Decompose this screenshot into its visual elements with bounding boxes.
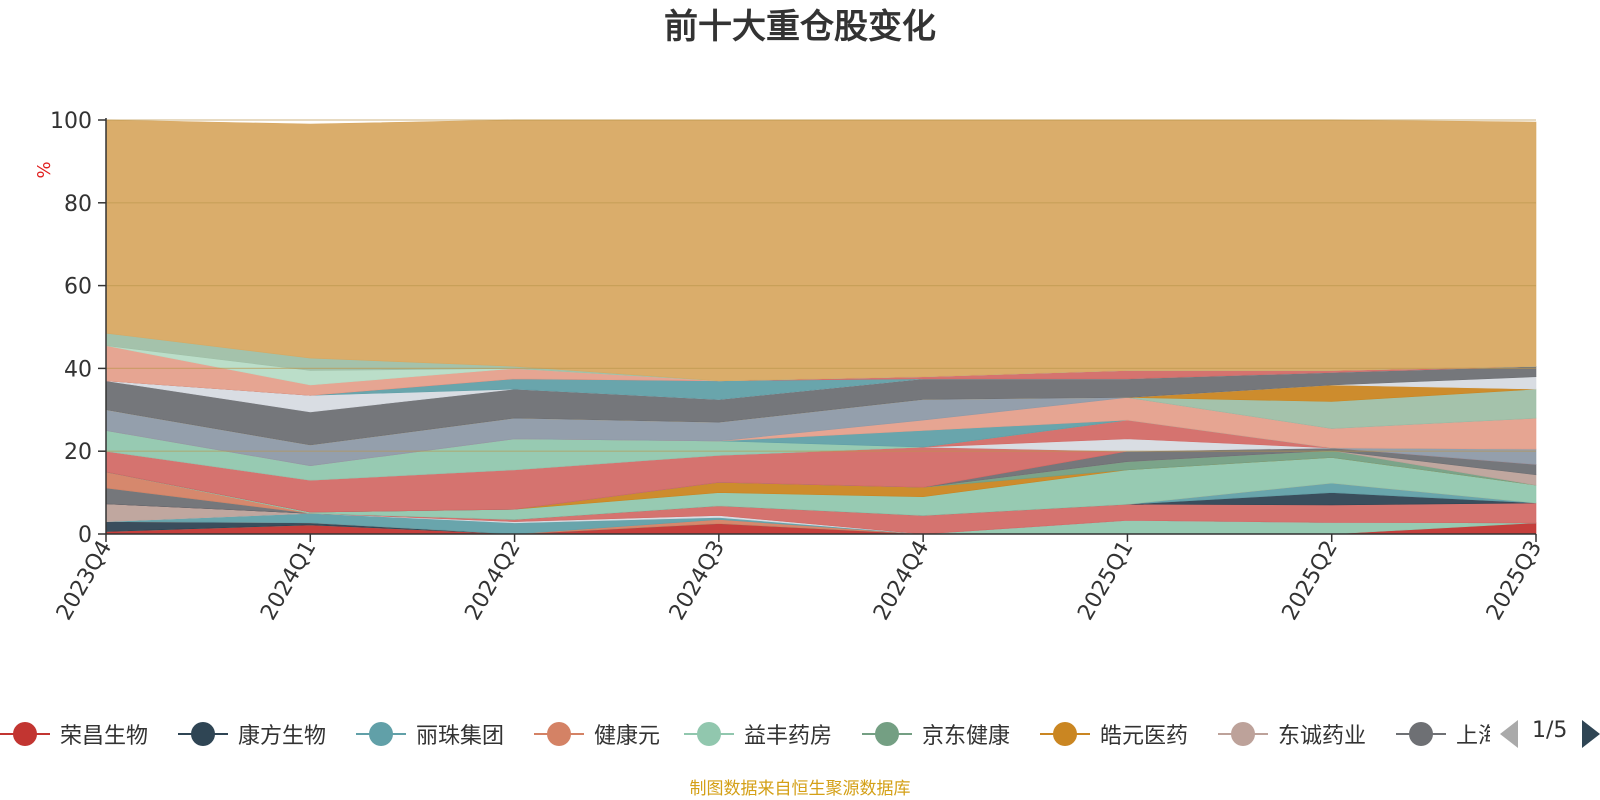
legend: 荣昌生物 康方生物 丽珠集团 健康元 益丰药房 京东健康 皓元医药 东诚药业 上海医药 — [0, 712, 1600, 756]
x-tick-label-2024Q1: 2024Q1 — [256, 537, 321, 625]
x-tick-label-2024Q4: 2024Q4 — [869, 537, 934, 625]
legend-item-0[interactable]: 荣昌生物 — [0, 712, 148, 756]
area-bands — [105, 119, 1537, 535]
legend-next-page-icon[interactable] — [1582, 720, 1600, 748]
area-band-35 — [105, 119, 1537, 382]
chart-title: 前十大重仓股变化 — [664, 7, 936, 47]
legend-marker-icon — [1218, 721, 1268, 747]
stacked-area-chart: 0 20 40 60 80 100 2023Q4 2024Q1 2024Q2 2024Q3 2024… — [34, 109, 1547, 625]
legend-marker-icon — [684, 721, 734, 747]
legend-page-indicator: 1/5 — [1532, 718, 1568, 743]
legend-marker-icon — [862, 721, 912, 747]
legend-pager: 1/5 — [1500, 712, 1600, 756]
legend-item-1[interactable]: 康方生物 — [178, 712, 326, 756]
legend-item-3[interactable]: 健康元 — [534, 712, 660, 756]
legend-items: 荣昌生物 康方生物 丽珠集团 健康元 益丰药房 京东健康 皓元医药 东诚药业 上海医药 — [0, 712, 1490, 756]
legend-marker-icon — [178, 721, 228, 747]
legend-label: 健康元 — [594, 724, 661, 749]
legend-marker-icon — [356, 721, 406, 747]
legend-marker-icon — [1040, 721, 1090, 747]
y-tick-label-100: 100 — [50, 109, 92, 134]
legend-label: 皓元医药 — [1100, 724, 1189, 749]
y-tick-label-20: 20 — [64, 440, 92, 465]
legend-marker-icon — [1396, 721, 1446, 747]
y-tick-label-80: 80 — [64, 192, 92, 217]
legend-label: 京东健康 — [922, 724, 1011, 749]
legend-item-4[interactable]: 益丰药房 — [684, 712, 832, 756]
legend-label: 上海医药 — [1456, 724, 1490, 749]
y-tick-label-0: 0 — [78, 523, 92, 548]
legend-item-8[interactable]: 上海医药 — [1396, 712, 1490, 756]
x-tick-label-2025Q2: 2025Q2 — [1278, 537, 1343, 625]
x-tick-label-2025Q1: 2025Q1 — [1073, 537, 1138, 625]
legend-label: 东诚药业 — [1278, 724, 1367, 749]
legend-label: 益丰药房 — [744, 724, 833, 749]
legend-item-6[interactable]: 皓元医药 — [1040, 712, 1188, 756]
legend-item-2[interactable]: 丽珠集团 — [356, 712, 504, 756]
legend-prev-page-icon[interactable] — [1500, 720, 1518, 748]
grid-lines — [106, 119, 1536, 452]
data-source-note: 制图数据来自恒生聚源数据库 — [689, 779, 911, 799]
y-tick-label-40: 40 — [64, 357, 92, 382]
legend-marker-icon — [534, 721, 584, 747]
y-axis-label: % — [34, 161, 55, 178]
legend-label: 丽珠集团 — [416, 724, 505, 749]
legend-marker-icon — [0, 721, 50, 747]
x-tick-label-2023Q4: 2023Q4 — [52, 537, 117, 625]
legend-item-7[interactable]: 东诚药业 — [1218, 712, 1366, 756]
y-tick-label-60: 60 — [64, 275, 92, 300]
legend-label: 荣昌生物 — [60, 724, 149, 749]
x-tick-label-2024Q3: 2024Q3 — [665, 537, 730, 625]
x-tick-label-2025Q3: 2025Q3 — [1482, 537, 1547, 625]
x-tick-label-2024Q2: 2024Q2 — [460, 537, 525, 625]
legend-item-5[interactable]: 京东健康 — [862, 712, 1010, 756]
legend-label: 康方生物 — [238, 724, 327, 749]
